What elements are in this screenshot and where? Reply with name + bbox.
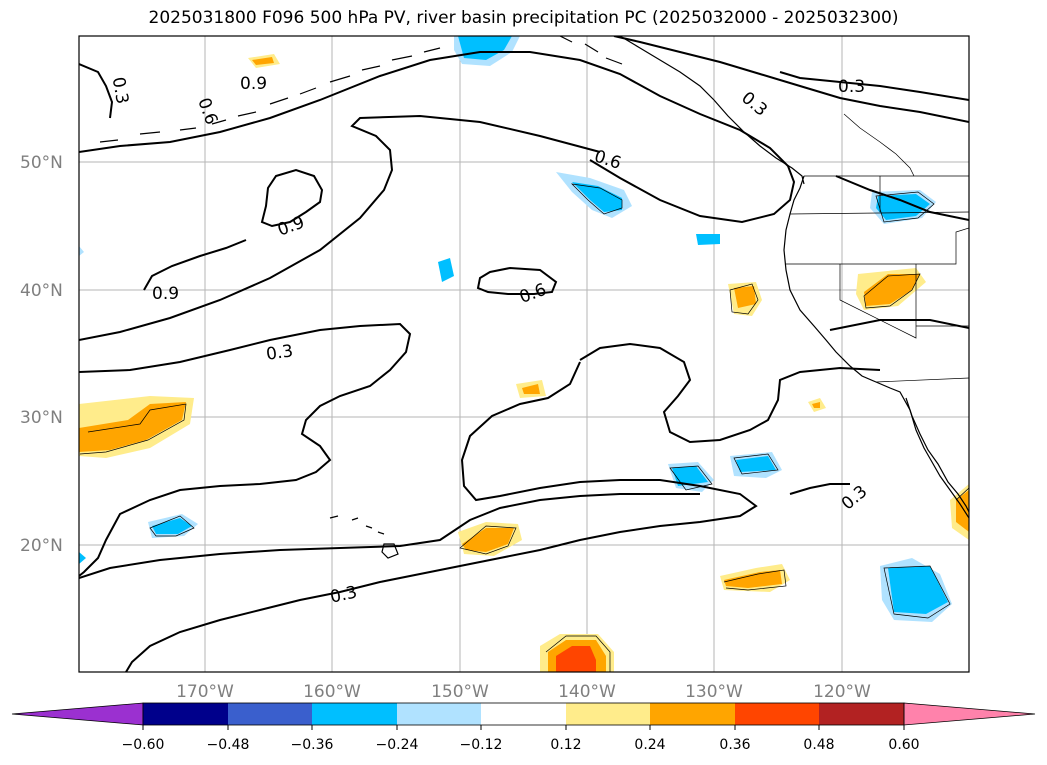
anomaly-negative [79,246,84,256]
anomaly-positive [79,402,186,452]
anomaly-negative [572,182,622,212]
colorbar-segment [143,703,228,725]
colorbar-segment [228,703,312,725]
colorbar-tick-label: −0.48 [207,737,250,753]
anomaly-positive [864,274,920,306]
pv-contours [79,36,969,672]
colorbar-segment [819,703,904,725]
figure-title: 2025031800 F096 500 hPa PV, river basin … [148,8,899,28]
latitude-labels: 50°N 40°N 30°N 20°N [20,153,63,556]
contour-0.3 [579,342,881,444]
anomaly-negative [152,518,192,534]
colorbar-tick-label: 0.24 [634,737,665,753]
lon-label-120w: 120°W [813,682,871,702]
lon-label-170w: 170°W [176,682,234,702]
contour-0.3 [79,63,114,119]
anomaly-positive [734,286,756,308]
contour-0.6 [476,266,558,295]
hawaii-islands [329,515,399,559]
colorbar-segment [650,703,735,725]
anomaly-negative [888,566,948,614]
anomaly-negative [672,466,708,486]
lat-label-20n: 20°N [20,536,63,556]
political-borders [786,113,969,383]
contour-0.3 [789,483,850,495]
lon-label-130w: 130°W [685,682,743,702]
aleutian-islands [99,36,623,143]
contour-label: 0.3 [265,341,295,365]
contour-label: 0.9 [240,74,267,94]
anomaly-negative [876,194,930,220]
colorbar-tick-label: 0.60 [888,737,919,753]
coastlines [99,36,969,559]
baja-coastline [905,397,969,513]
contour-label: 0.3 [838,77,865,97]
contour-0.3 [613,36,969,123]
anomaly-negative [438,258,454,282]
colorbar-tick-label: −0.36 [291,737,334,753]
map-frame [78,35,970,673]
lat-label-50n: 50°N [20,153,63,173]
colorbar-tick-labels: −0.60 −0.48 −0.36 −0.24 −0.12 0.12 0.24 … [122,737,920,753]
contour-0.6 [829,319,969,331]
colorbar-ticks [142,725,905,730]
lon-label-140w: 140°W [558,682,616,702]
colorbar-frame [142,702,905,726]
contour-0.3 [79,493,700,579]
anomaly-negative [696,234,720,245]
anomaly-positive [462,528,514,552]
colorbar-tick-label: 0.12 [550,737,581,753]
colorbar-tick-label: 0.36 [719,737,750,753]
gridlines [79,36,969,672]
anomaly-positive [724,570,782,588]
lat-label-40n: 40°N [20,281,63,301]
precipitation-anomalies [79,36,969,672]
colorbar-extend-high [903,702,1036,726]
colorbar-segment [735,703,819,725]
colorbar-segment [312,703,397,725]
contour-0.3 [835,175,969,221]
map-background [79,36,969,672]
lat-label-30n: 30°N [20,408,63,428]
colorbar-segment [566,703,650,725]
contour-0.9 [260,168,324,228]
contour-0.6 [79,114,601,341]
anomaly-negative [736,456,776,472]
contour-0.3 [125,361,758,672]
colorbar-tick-label: −0.24 [376,737,419,753]
colorbar-segment [481,703,566,725]
lon-label-150w: 150°W [431,682,489,702]
contour-label: 0.3 [108,76,132,106]
contour-0.6 [79,51,796,224]
anomaly-positive [522,384,540,394]
colorbar-tick-label: 0.48 [803,737,834,753]
contour-0.3 [779,71,969,101]
colorbar-extend-low [11,702,144,726]
contour-0.3 [79,322,412,577]
anomaly-positive [812,402,820,408]
contour-0.9 [143,239,247,291]
anomaly-positive [956,490,969,532]
contour-label: 0.9 [152,284,179,304]
colorbar: −0.60 −0.48 −0.36 −0.24 −0.12 0.12 0.24 … [11,702,1036,753]
lon-label-160w: 160°W [303,682,361,702]
na-west-coastline [783,175,969,519]
colorbar-tick-label: −0.60 [122,737,165,753]
colorbar-tick-label: −0.12 [460,737,503,753]
longitude-labels: 170°W 160°W 150°W 140°W 130°W 120°W [176,682,871,702]
alaska-coastline [619,36,805,185]
colorbar-segment [397,703,481,725]
anomaly-negative [79,552,86,564]
anomaly-positive [252,57,274,65]
anomaly-positive [556,646,596,672]
